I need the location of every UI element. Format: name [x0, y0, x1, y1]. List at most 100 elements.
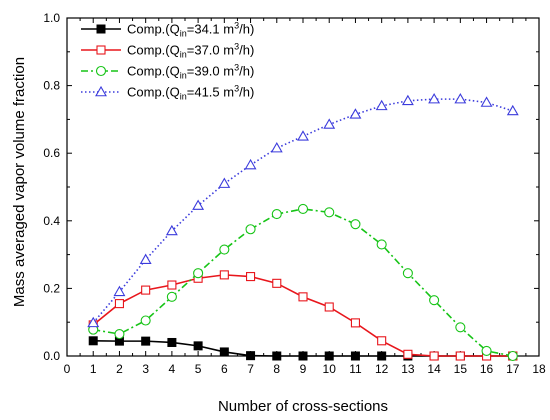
legend-label-sub: in	[180, 92, 187, 102]
data-point	[141, 285, 151, 295]
x-tick-label: 6	[221, 362, 228, 376]
data-point	[402, 268, 413, 279]
x-tick-label: 10	[323, 362, 337, 376]
x-tick-label: 0	[64, 362, 71, 376]
legend-label-mid: =39.0 m	[187, 64, 234, 79]
data-point	[403, 349, 413, 359]
data-point	[429, 351, 439, 361]
x-tick-label: 2	[116, 362, 123, 376]
data-point	[114, 328, 125, 340]
x-tick-label: 12	[375, 362, 389, 376]
data-point	[377, 351, 387, 361]
y-tick-label: 1.0	[43, 11, 60, 25]
data-point	[219, 244, 230, 255]
legend-label-pre: Comp.(Q	[127, 22, 180, 37]
data-point	[87, 316, 100, 328]
data-point	[272, 278, 282, 288]
data-point	[350, 351, 360, 361]
series-line	[92, 98, 514, 324]
x-tick-label: 17	[506, 362, 520, 376]
data-point	[167, 280, 177, 290]
data-point	[377, 336, 387, 346]
data-point	[324, 302, 334, 312]
data-point	[245, 224, 256, 235]
series-line	[93, 208, 513, 357]
data-point	[324, 207, 335, 218]
legend-item: Comp.(Qin=41.5 m3/h)	[81, 84, 254, 102]
data-point	[455, 351, 465, 361]
data-point	[297, 130, 309, 141]
legend-label-sup: 3	[234, 84, 239, 94]
axes: 0 1 2 3 4 5 6 7 8 9 10 11 12 13 14 15 16 17 180.00.20.40.6…	[43, 11, 546, 376]
legend-label-post: /h)	[239, 85, 254, 100]
x-tick-label: 11	[349, 362, 362, 376]
data-point	[298, 351, 308, 361]
data-point	[271, 208, 282, 220]
data-point	[376, 239, 387, 250]
data-point	[193, 268, 204, 279]
legend-label-pre: Comp.(Q	[127, 85, 180, 100]
x-tick-label: 1	[90, 362, 97, 376]
x-tick-label: 5	[195, 362, 202, 376]
legend-label: Comp.(Qin=39.0 m3/h)	[127, 63, 254, 81]
x-tick-label: 9	[300, 362, 307, 376]
data-point	[246, 272, 256, 282]
data-point	[350, 219, 361, 230]
data-point	[323, 118, 336, 129]
data-point	[272, 351, 282, 361]
legend-label-mid: =41.5 m	[187, 85, 234, 100]
data-point	[506, 104, 519, 116]
data-point	[167, 337, 177, 347]
data-point	[298, 292, 308, 302]
legend-label-sub: in	[180, 29, 187, 39]
data-point	[350, 318, 360, 328]
data-point	[113, 285, 126, 297]
data-point	[139, 253, 152, 264]
data-point	[375, 99, 388, 111]
data-point	[297, 203, 309, 215]
legend-marker	[96, 24, 106, 34]
series-2	[88, 270, 518, 361]
legend-item: Comp.(Qin=34.1 m3/h)	[81, 21, 254, 39]
y-tick-label: 0.0	[43, 349, 60, 363]
data-point	[349, 108, 362, 119]
x-tick-label: 18	[532, 362, 546, 376]
y-tick-label: 0.2	[43, 281, 60, 295]
data-point	[507, 350, 518, 362]
legend-label-post: /h)	[239, 22, 254, 37]
data-point	[219, 270, 229, 280]
x-tick-label: 14	[427, 362, 441, 376]
legend-label-mid: =34.1 m	[187, 22, 234, 37]
legend-label-sup: 3	[234, 63, 239, 73]
x-tick-label: 15	[454, 362, 468, 376]
x-tick-label: 13	[401, 362, 415, 376]
legend-label-pre: Comp.(Q	[127, 64, 180, 79]
data-point	[454, 93, 467, 104]
data-point	[166, 291, 177, 302]
y-tick-label: 0.4	[43, 214, 60, 228]
legend-label-sub: in	[180, 50, 187, 60]
data-point	[401, 94, 414, 106]
series-3	[88, 203, 518, 362]
y-tick-label: 0.8	[43, 79, 60, 93]
y-axis-title: Mass averaged vapor volume fraction	[11, 57, 28, 307]
data-point	[114, 299, 124, 309]
legend-label: Comp.(Qin=37.0 m3/h)	[127, 42, 254, 60]
series-4	[87, 93, 519, 328]
legend-marker	[95, 65, 107, 77]
data-point	[324, 351, 334, 361]
data-point	[219, 347, 229, 357]
data-point	[88, 336, 98, 346]
data-point	[192, 199, 205, 210]
legend-label: Comp.(Qin=34.1 m3/h)	[127, 21, 254, 39]
legend-label-sup: 3	[234, 42, 239, 52]
data-point	[270, 142, 283, 153]
data-point	[455, 322, 466, 333]
plot-area	[87, 93, 519, 362]
data-point	[428, 93, 441, 104]
data-point	[141, 336, 151, 346]
data-point	[244, 158, 257, 170]
legend-label: Comp.(Qin=41.5 m3/h)	[127, 84, 254, 102]
data-point	[193, 341, 203, 351]
